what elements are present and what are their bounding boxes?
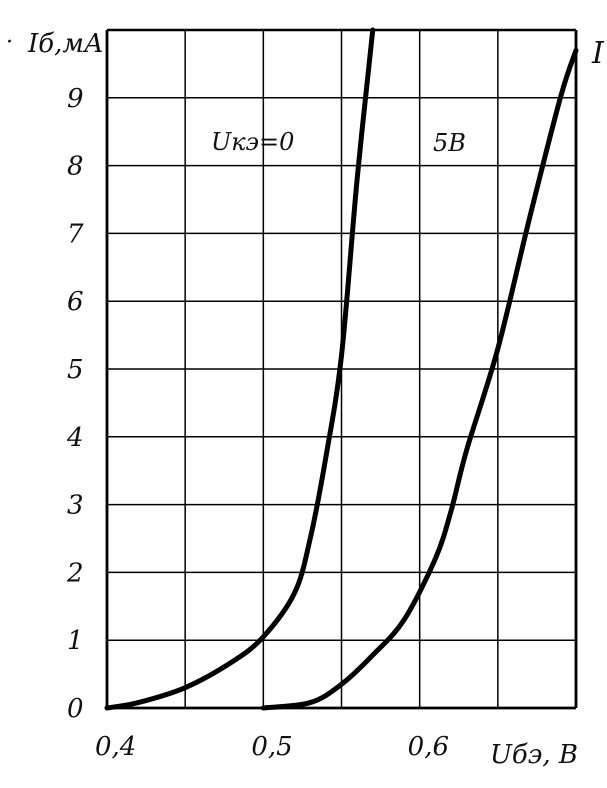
curve-label-uke-0: Uкэ=0 — [211, 128, 294, 156]
y-tick-label: 7 — [67, 219, 84, 249]
y-tick-label: 3 — [67, 491, 84, 521]
y-tick-label: 4 — [66, 423, 84, 453]
x-tick-labels: 0,4 0,5 0,6 — [95, 732, 449, 762]
series-lines — [104, 27, 579, 711]
y-tick-label: 6 — [67, 287, 84, 317]
x-tick-label: 0,5 — [251, 732, 292, 762]
curve-uke-5v — [260, 47, 579, 711]
y-axis-label: Iб,мА — [27, 29, 104, 59]
y-tick-label: 5 — [67, 355, 84, 385]
x-tick-label: 0,4 — [95, 732, 136, 762]
corner-mark: I — [591, 36, 605, 71]
curve-label-5v: 5В — [433, 129, 466, 157]
y-tick-label: 2 — [66, 558, 84, 588]
stray-dot: · — [6, 30, 13, 55]
curve-uke-0 — [104, 27, 376, 711]
x-axis-label: Uбэ, В — [490, 740, 578, 770]
y-tick-label: 8 — [67, 152, 84, 182]
y-tick-labels: 0 1 2 3 4 5 6 7 8 9 — [66, 84, 84, 724]
plot-frame — [105, 28, 578, 710]
y-tick-label: 9 — [67, 84, 84, 114]
x-tick-label: 0,6 — [408, 732, 449, 762]
y-tick-label: 1 — [67, 626, 84, 656]
y-tick-label: 0 — [67, 694, 84, 724]
